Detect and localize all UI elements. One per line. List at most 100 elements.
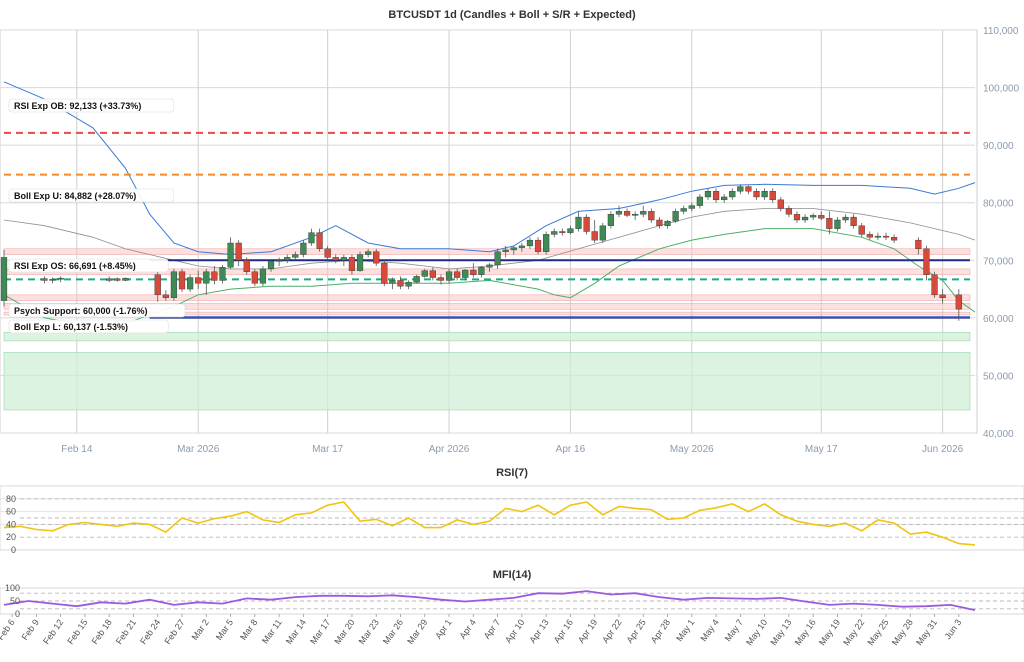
candle-body — [437, 277, 445, 281]
annotation-box — [8, 98, 175, 113]
rsi-y-tick: 40 — [6, 519, 16, 529]
candle-body — [882, 235, 890, 238]
candle-body — [704, 190, 712, 198]
candle-body — [688, 205, 695, 209]
price-y-tick: 90,000 — [983, 141, 1014, 152]
rsi-y-ticks: 80 60 40 20 0 — [6, 494, 16, 555]
candle-body — [664, 220, 671, 226]
candle-body — [923, 248, 930, 275]
candle-body — [284, 257, 291, 261]
candle-body — [389, 280, 396, 284]
candle-body — [478, 266, 485, 275]
candle-body — [114, 278, 121, 281]
candle-body — [251, 271, 258, 284]
annotation-label: Psych Support: 60,000 (-1.76%) — [14, 306, 148, 316]
candle-body — [583, 216, 590, 232]
candle-body — [890, 237, 898, 241]
candle-body — [518, 245, 525, 248]
annotation-box — [8, 303, 186, 318]
candle-body — [623, 211, 631, 216]
mfi-y-tick: 0 — [15, 609, 20, 619]
candle-body — [769, 190, 776, 201]
candle-body — [696, 196, 703, 206]
candle-body — [300, 242, 307, 255]
rsi-series — [3, 501, 976, 546]
price-x-tick: Apr 2026 — [429, 444, 470, 455]
price-chart-title: BTCUSDT 1d (Candles + Boll + S/R + Expec… — [388, 9, 636, 21]
price-y-tick: 80,000 — [983, 199, 1014, 210]
price-x-tick: Jun 2026 — [922, 444, 964, 455]
candle-body — [575, 216, 582, 229]
price-x-tick: Apr 16 — [556, 444, 586, 455]
candle-body — [615, 211, 623, 215]
candle-body — [850, 216, 857, 226]
mfi-y-tick: 50 — [10, 596, 20, 606]
candle-body — [526, 239, 534, 247]
candle-body — [106, 278, 113, 281]
price-x-tick: May 2026 — [670, 444, 714, 455]
price-x-ticks: Feb 14 Mar 2026 Mar 17 Apr 2026 Apr 16 May 20… — [61, 444, 963, 455]
candle-body — [810, 215, 817, 218]
candle-body — [680, 208, 687, 212]
candle-body — [858, 225, 865, 235]
candle-body — [348, 257, 356, 271]
candle-body — [551, 231, 558, 235]
candle-body — [259, 268, 267, 284]
candle-body — [712, 190, 720, 201]
candle-body — [866, 234, 873, 238]
price-y-tick: 110,000 — [983, 26, 1019, 37]
resistance-zone — [3, 294, 971, 301]
candle-body — [955, 294, 962, 310]
candle-body — [656, 219, 663, 226]
annotation-label: RSI Exp OB: 92,133 (+33.73%) — [14, 101, 141, 111]
price-x-tick: Mar 17 — [312, 444, 344, 455]
boll-upper-line — [3, 81, 976, 256]
candle-body — [170, 271, 178, 298]
candle-body — [332, 257, 339, 261]
candle-body — [365, 251, 372, 255]
candle-body — [939, 294, 946, 298]
candle-body — [462, 269, 469, 278]
candle-body — [243, 260, 250, 272]
annotation-box — [8, 258, 169, 273]
rsi-y-tick: 60 — [6, 507, 16, 517]
candle-body — [292, 254, 299, 258]
support-zone — [3, 331, 971, 342]
candle-body — [510, 247, 517, 251]
candle-body — [470, 269, 477, 275]
price-x-tick: Mar 2026 — [177, 444, 220, 455]
mfi-frame — [0, 587, 1024, 615]
price-y-tick: 40,000 — [983, 429, 1014, 440]
candle-body — [340, 257, 347, 261]
annotation-label: Boll Exp U: 84,882 (+28.07%) — [14, 191, 136, 201]
candle-body — [267, 261, 275, 270]
annotation-label: Boll Exp L: 60,137 (-1.53%) — [14, 322, 128, 332]
candle-body — [219, 266, 226, 281]
price-x-tick: May 17 — [805, 444, 838, 455]
candle-body — [178, 271, 186, 290]
rsi-y-tick: 20 — [6, 532, 16, 542]
boll-lower-line — [3, 228, 976, 328]
annotations: RSI Exp OB: 92,133 (+33.73%) Boll Exp U: … — [8, 98, 186, 334]
candle-body — [421, 270, 428, 277]
candle-body — [785, 208, 793, 215]
candle-body — [316, 232, 323, 249]
candle-body — [397, 280, 404, 287]
candle-body — [931, 274, 938, 296]
candle-body — [308, 232, 315, 244]
candles — [0, 184, 962, 321]
candle-body — [777, 199, 784, 209]
candle-body — [356, 254, 364, 271]
candle-body — [632, 214, 639, 216]
candle-body — [599, 225, 606, 241]
annotation-box — [8, 319, 169, 334]
candle-body — [454, 271, 461, 278]
price-x-tick: Feb 14 — [61, 444, 93, 455]
candle-body — [373, 251, 380, 264]
candle-body — [793, 214, 801, 221]
candle-body — [534, 239, 542, 252]
annotation-label: RSI Exp OS: 66,691 (+8.45%) — [14, 261, 136, 271]
mfi-line — [3, 590, 976, 611]
rsi-panel: RSI(7) 80 60 40 20 0 — [0, 467, 1024, 555]
